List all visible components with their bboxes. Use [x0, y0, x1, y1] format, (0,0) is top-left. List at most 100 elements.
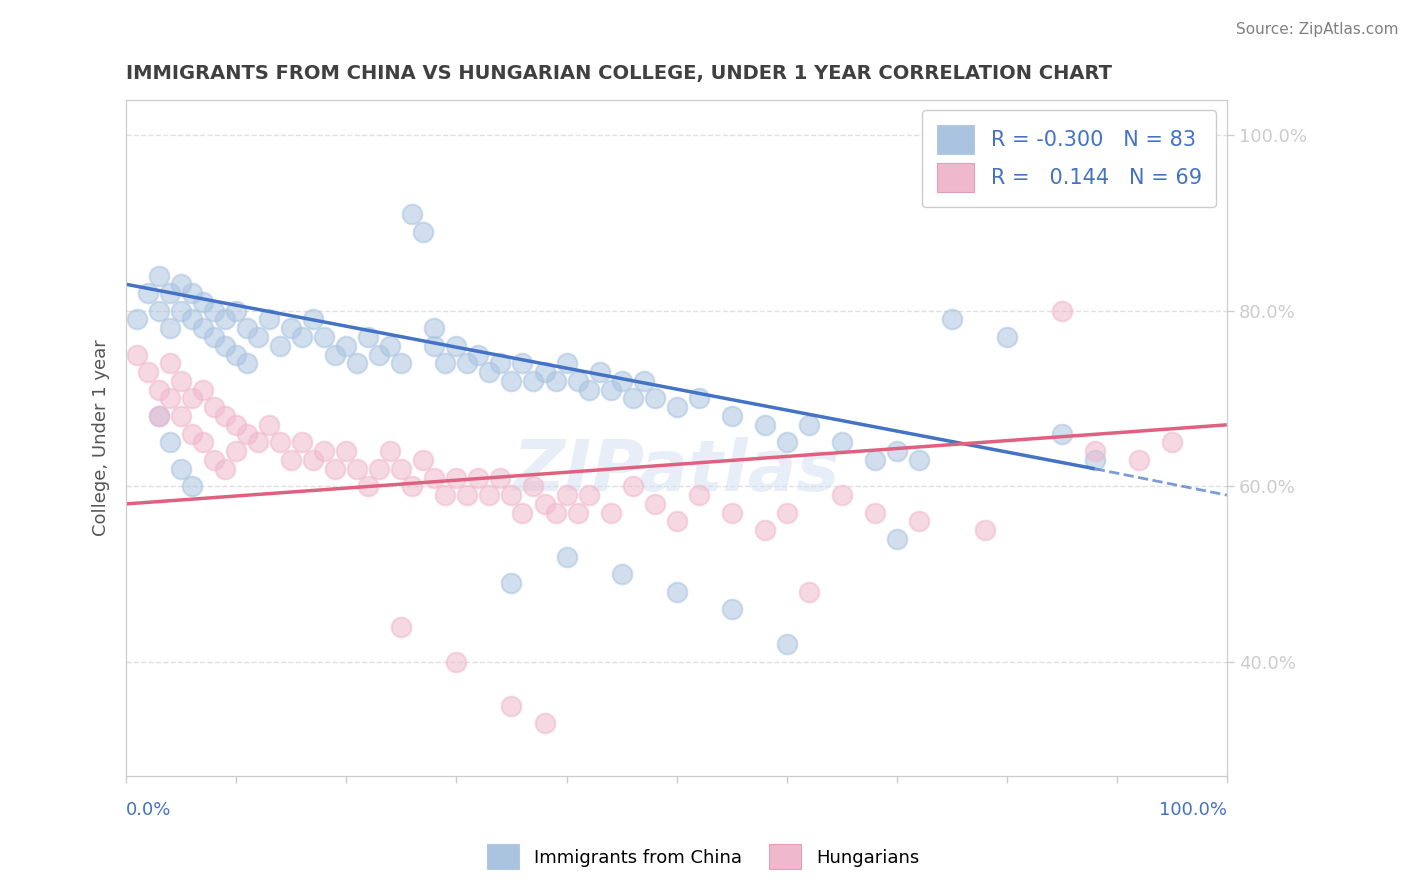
- Point: [291, 330, 314, 344]
- Point: [501, 488, 523, 502]
- Point: [621, 479, 644, 493]
- Point: [193, 435, 215, 450]
- Point: [1050, 426, 1073, 441]
- Point: [1084, 453, 1107, 467]
- Point: [886, 444, 908, 458]
- Point: [720, 409, 742, 423]
- Point: [412, 453, 434, 467]
- Point: [148, 268, 170, 283]
- Point: [688, 488, 710, 502]
- Point: [225, 417, 247, 432]
- Point: [995, 330, 1018, 344]
- Point: [214, 409, 236, 423]
- Point: [148, 409, 170, 423]
- Point: [720, 602, 742, 616]
- Point: [797, 417, 820, 432]
- Point: [434, 488, 457, 502]
- Point: [202, 330, 225, 344]
- Point: [1160, 435, 1182, 450]
- Point: [127, 312, 149, 326]
- Point: [423, 321, 446, 335]
- Point: [159, 321, 181, 335]
- Point: [181, 479, 204, 493]
- Point: [280, 321, 302, 335]
- Legend: Immigrants from China, Hungarians: Immigrants from China, Hungarians: [478, 835, 928, 879]
- Point: [357, 479, 380, 493]
- Point: [136, 286, 159, 301]
- Point: [269, 339, 291, 353]
- Point: [644, 392, 666, 406]
- Point: [148, 409, 170, 423]
- Point: [335, 339, 357, 353]
- Point: [533, 365, 555, 379]
- Point: [831, 435, 853, 450]
- Point: [214, 339, 236, 353]
- Point: [863, 453, 886, 467]
- Point: [973, 523, 995, 537]
- Point: [148, 303, 170, 318]
- Point: [599, 506, 621, 520]
- Point: [335, 444, 357, 458]
- Point: [380, 339, 402, 353]
- Point: [159, 286, 181, 301]
- Point: [193, 383, 215, 397]
- Point: [391, 620, 413, 634]
- Point: [302, 312, 325, 326]
- Point: [831, 488, 853, 502]
- Point: [380, 444, 402, 458]
- Point: [533, 716, 555, 731]
- Point: [489, 356, 512, 370]
- Point: [314, 330, 336, 344]
- Legend: R = -0.300   N = 83, R =   0.144   N = 69: R = -0.300 N = 83, R = 0.144 N = 69: [922, 111, 1216, 207]
- Point: [578, 488, 600, 502]
- Point: [170, 462, 193, 476]
- Point: [280, 453, 302, 467]
- Point: [489, 470, 512, 484]
- Point: [181, 286, 204, 301]
- Point: [202, 303, 225, 318]
- Point: [610, 374, 633, 388]
- Point: [522, 479, 544, 493]
- Point: [170, 374, 193, 388]
- Point: [170, 409, 193, 423]
- Point: [456, 356, 478, 370]
- Point: [555, 488, 578, 502]
- Point: [314, 444, 336, 458]
- Point: [325, 462, 347, 476]
- Point: [148, 383, 170, 397]
- Text: 0.0%: 0.0%: [127, 801, 172, 819]
- Point: [501, 698, 523, 713]
- Point: [357, 330, 380, 344]
- Point: [159, 356, 181, 370]
- Point: [501, 575, 523, 590]
- Point: [202, 401, 225, 415]
- Point: [159, 435, 181, 450]
- Text: IMMIGRANTS FROM CHINA VS HUNGARIAN COLLEGE, UNDER 1 YEAR CORRELATION CHART: IMMIGRANTS FROM CHINA VS HUNGARIAN COLLE…: [127, 64, 1112, 83]
- Text: 100.0%: 100.0%: [1159, 801, 1227, 819]
- Point: [907, 453, 929, 467]
- Point: [907, 515, 929, 529]
- Point: [522, 374, 544, 388]
- Point: [512, 356, 534, 370]
- Point: [401, 207, 423, 221]
- Point: [720, 506, 742, 520]
- Point: [544, 374, 567, 388]
- Point: [633, 374, 655, 388]
- Point: [478, 488, 501, 502]
- Point: [225, 444, 247, 458]
- Point: [423, 339, 446, 353]
- Point: [401, 479, 423, 493]
- Point: [797, 584, 820, 599]
- Point: [775, 506, 797, 520]
- Point: [127, 348, 149, 362]
- Point: [1128, 136, 1150, 151]
- Point: [291, 435, 314, 450]
- Point: [665, 401, 688, 415]
- Y-axis label: College, Under 1 year: College, Under 1 year: [93, 340, 110, 536]
- Point: [544, 506, 567, 520]
- Point: [567, 506, 589, 520]
- Point: [136, 365, 159, 379]
- Point: [610, 567, 633, 582]
- Point: [775, 637, 797, 651]
- Point: [269, 435, 291, 450]
